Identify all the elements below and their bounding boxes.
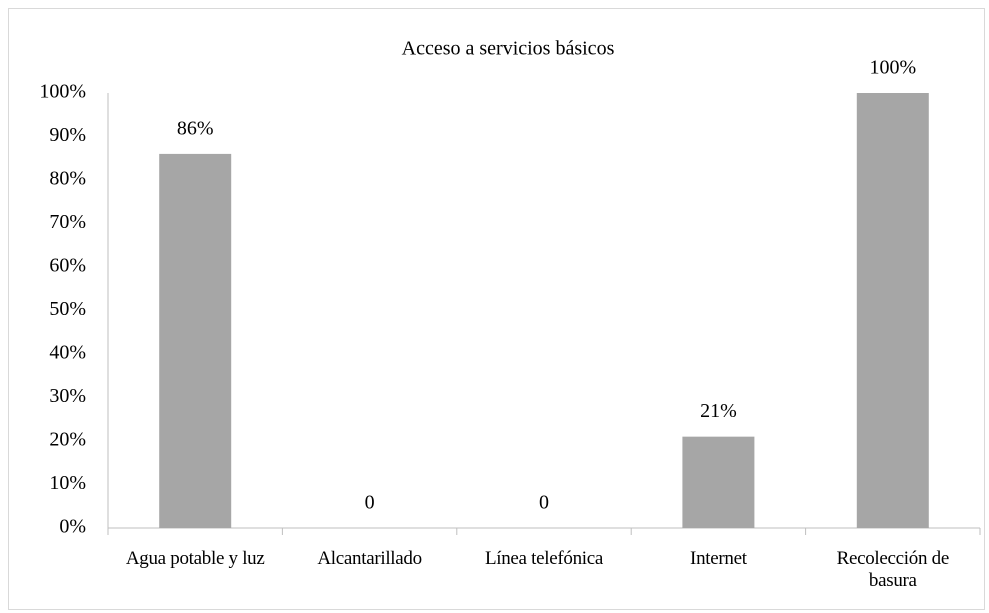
chart-title: Acceso a servicios básicos: [402, 38, 615, 60]
y-tick-label: 10%: [49, 472, 86, 494]
x-tick-label: Línea telefónica: [484, 548, 604, 569]
y-tick-label: 40%: [49, 342, 86, 364]
y-tick-label: 100%: [39, 81, 86, 103]
bar: [856, 93, 929, 528]
y-tick-label: 70%: [49, 211, 86, 233]
y-tick-label: 90%: [49, 124, 86, 146]
y-tick-label: 20%: [49, 429, 86, 451]
bar: [682, 436, 755, 528]
y-tick-label: 60%: [49, 255, 86, 277]
y-tick-label: 80%: [49, 168, 86, 190]
chart-border: [8, 8, 985, 610]
value-label: 100%: [869, 57, 916, 79]
y-tick-label: 30%: [49, 385, 86, 407]
x-tick-label: Alcantarillado: [317, 548, 422, 569]
x-tick-label: Internet: [690, 548, 747, 569]
bar: [159, 153, 232, 528]
value-label: 0: [539, 492, 549, 514]
value-label: 86%: [177, 117, 214, 139]
x-tick-label: Recolección de basura: [836, 548, 950, 591]
x-tick-label: Agua potable y luz: [125, 548, 265, 569]
y-tick-label: 50%: [49, 298, 86, 320]
y-tick-label: 0%: [59, 516, 86, 538]
value-label: 0: [365, 492, 375, 514]
value-label: 21%: [700, 400, 737, 422]
